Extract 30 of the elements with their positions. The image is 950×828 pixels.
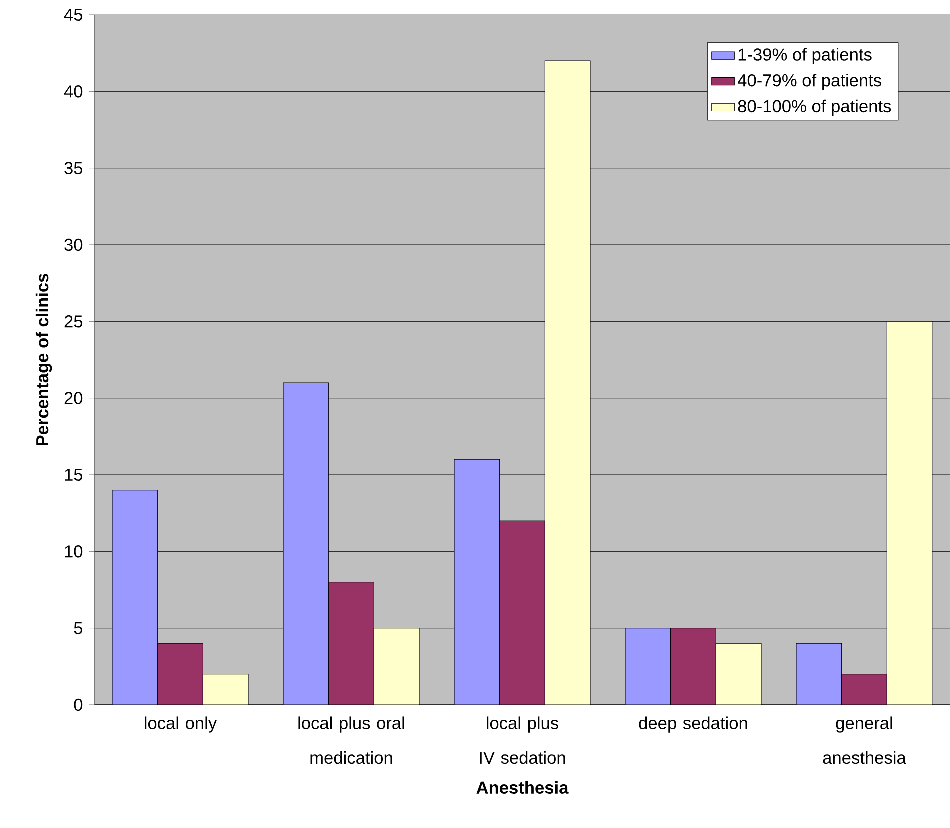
bar (625, 628, 672, 705)
x-tick-label: local only (145, 716, 218, 733)
y-tick-label: 10 (65, 546, 83, 558)
bar (158, 643, 204, 705)
legend-label: 1-39% of patients (738, 48, 872, 64)
y-tick-label: 20 (64, 392, 83, 404)
legend-label: 40-79% of patients (738, 74, 882, 90)
bar (328, 582, 374, 705)
y-tick-label: 0 (74, 698, 83, 712)
y-tick-label: 35 (64, 162, 83, 174)
bar (500, 520, 546, 705)
x-tick-label: local plus IV sedation (480, 716, 566, 764)
bar (283, 382, 330, 705)
y-tick-label: 45 (64, 8, 83, 22)
bar (670, 628, 716, 705)
bar (796, 643, 842, 705)
y-tick-label: 30 (64, 238, 83, 252)
bar (454, 459, 500, 705)
x-tick-label: deep sedation (639, 716, 748, 733)
y-tick-label: 15 (65, 468, 83, 482)
y-tick-label: 40 (64, 86, 83, 98)
y-tick-label: 25 (64, 316, 83, 328)
bar (842, 674, 888, 705)
legend-label: 80-100% of patients (738, 100, 892, 116)
x-tick-label: general anesthesia (823, 716, 906, 764)
x-axis-title: Anesthesia (476, 781, 569, 794)
y-axis-title: Percentage of clinics (36, 274, 52, 446)
x-tick-label: local plus oral medication (298, 716, 404, 764)
y-tick-label: 5 (74, 622, 83, 634)
bar (112, 490, 158, 705)
